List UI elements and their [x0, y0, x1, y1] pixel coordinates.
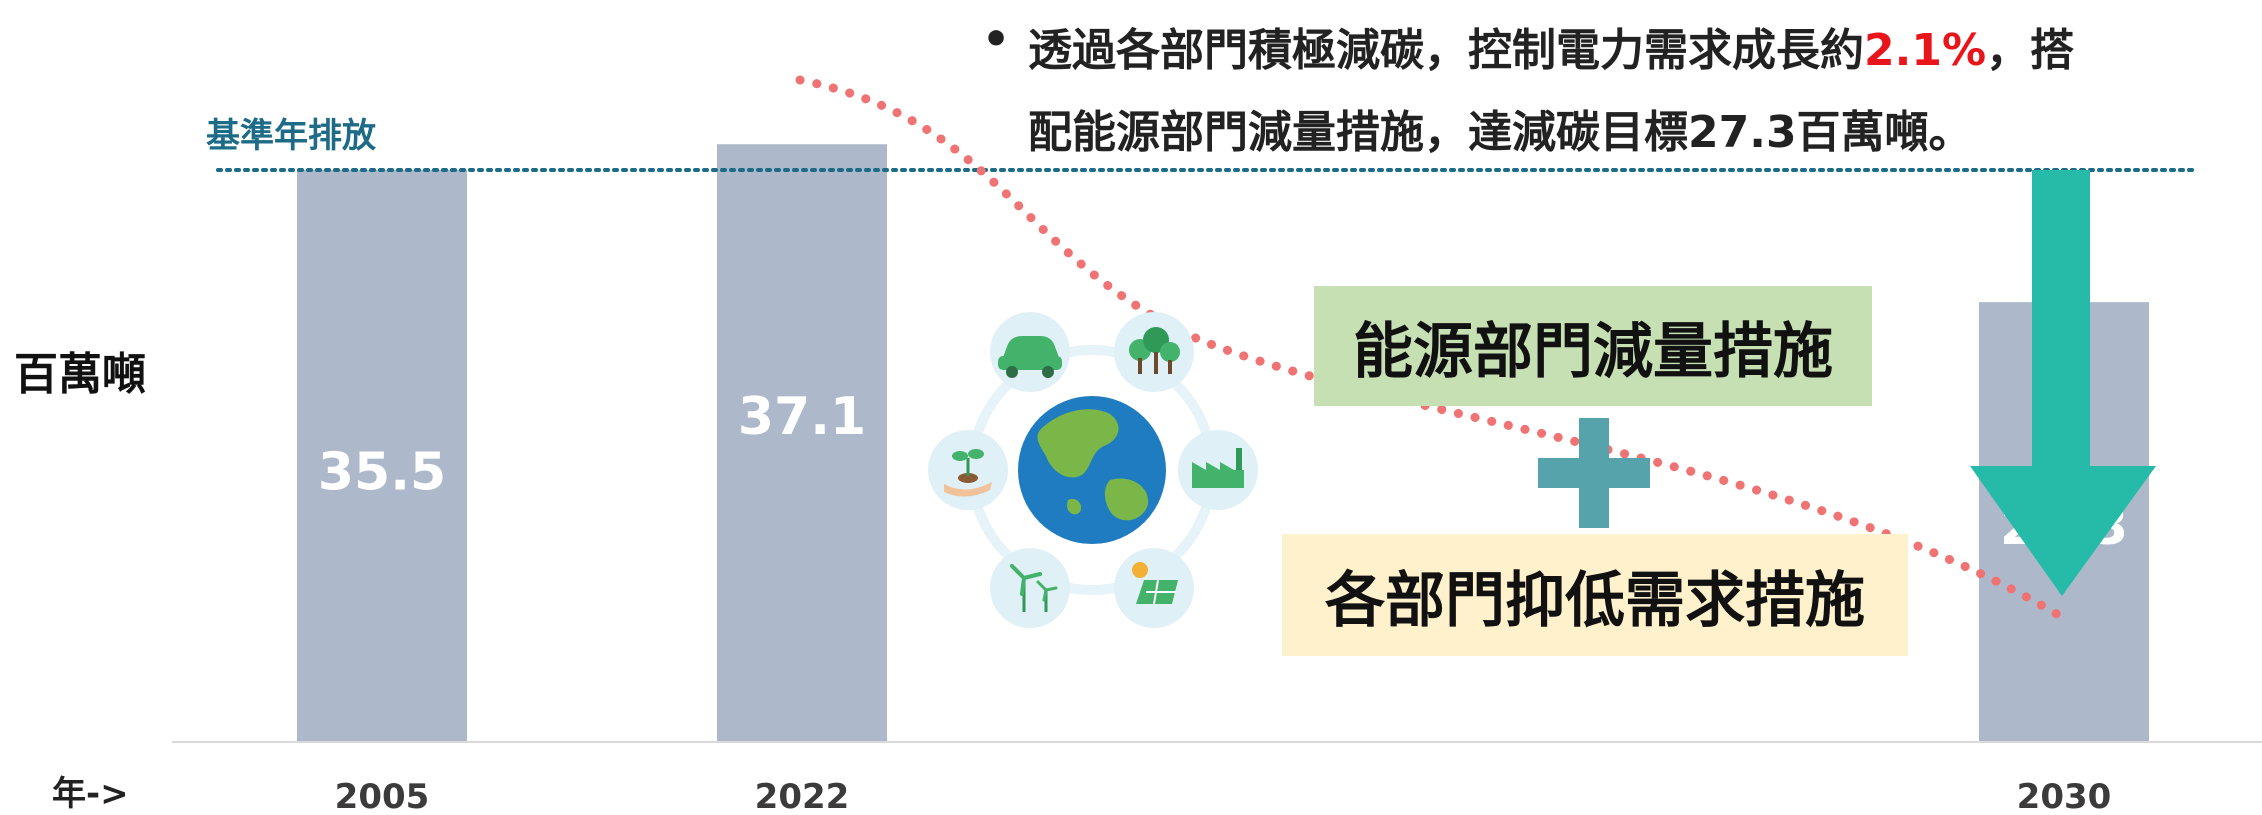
baseline-label: 基準年排放: [206, 116, 376, 156]
note-line-2: 配能源部門減量措施，達減碳目標27.3百萬噸。: [1028, 107, 1973, 158]
bar-value-label-2022: 37.1: [738, 387, 866, 447]
x-tick-label-2005: 2005: [335, 777, 430, 814]
factory-icon: [1178, 430, 1258, 510]
solar-panel-icon: [1114, 548, 1194, 628]
bar-2022: [717, 144, 887, 742]
plus-icon: [1538, 418, 1650, 528]
energy-measures-box: 能源部門減量措施: [1314, 286, 1872, 406]
bar-2005: [297, 170, 467, 742]
note-line-1: 透過各部門積極減碳，控制電力需求成長約2.1%，搭: [1028, 14, 2074, 78]
x-tick-label-2030: 2030: [2017, 777, 2112, 814]
bar-value-label-2005: 35.5: [318, 442, 446, 502]
x-prefix-label: 年->: [52, 774, 129, 814]
sustainability-icon-ring: [928, 312, 1258, 628]
trees-icon: [1114, 312, 1194, 392]
demand-measures-box: 各部門抑低需求措施: [1282, 534, 1908, 656]
note-line-1-pre: 透過各部門積極減碳，控制電力需求成長約: [1028, 25, 1864, 76]
reduction-arrow-icon: [1970, 170, 2156, 596]
seedling-hand-icon: [928, 430, 1008, 510]
note-growth-highlight: 2.1%: [1864, 25, 1987, 76]
note-bullet: •: [982, 14, 1011, 65]
note-line-1-post: ，搭: [1986, 25, 2075, 76]
wind-turbine-icon: [990, 548, 1070, 628]
bars-layer: [297, 144, 2149, 742]
y-unit-label: 百萬噸: [14, 349, 146, 400]
globe-icon: [1018, 396, 1166, 544]
x-tick-label-2022: 2022: [755, 777, 850, 814]
car-icon: [990, 312, 1070, 392]
